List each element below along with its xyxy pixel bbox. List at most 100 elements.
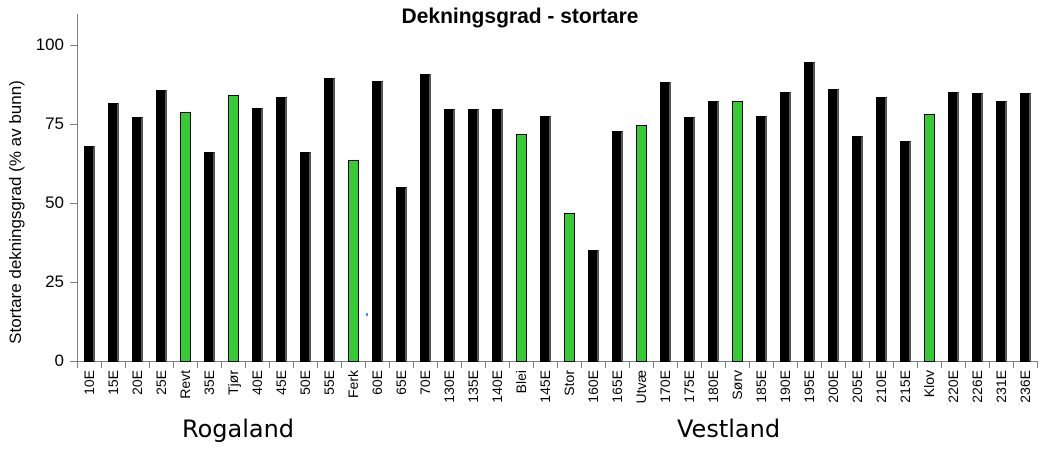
x-tick-label: 231E	[993, 370, 1009, 403]
bar-55e	[324, 78, 335, 362]
x-tick-label: 226E	[969, 370, 985, 403]
bar-45e	[276, 97, 287, 362]
x-tick-label: 195E	[801, 370, 817, 403]
x-tick	[77, 361, 78, 368]
bar-175e	[684, 117, 695, 362]
bar-130e	[444, 109, 455, 362]
bar-40e	[252, 108, 263, 362]
x-tick-label: 170E	[657, 370, 673, 403]
y-tick	[70, 282, 77, 283]
x-tick	[101, 361, 102, 368]
x-tick	[221, 361, 222, 368]
y-tick-label: 100	[35, 35, 64, 54]
y-tick	[70, 203, 77, 204]
x-tick	[317, 361, 318, 368]
x-tick	[773, 361, 774, 368]
x-tick-label: 60E	[369, 370, 385, 395]
y-tick-label: 50	[45, 193, 64, 212]
x-tick-label: 15E	[105, 370, 121, 395]
bar-tjør	[228, 95, 239, 362]
bar-klov	[924, 114, 935, 362]
x-tick-label: 50E	[297, 370, 313, 395]
bar-stor	[564, 213, 575, 362]
bar-sørv	[732, 101, 743, 362]
x-tick	[893, 361, 894, 368]
x-tick	[413, 361, 414, 368]
x-tick-label: 10E	[81, 370, 97, 395]
x-tick-label: 70E	[417, 370, 433, 395]
x-tick-label: 130E	[441, 370, 457, 403]
x-tick	[197, 361, 198, 368]
bar-35e	[204, 152, 215, 362]
x-tick-label: 220E	[945, 370, 961, 403]
x-tick	[581, 361, 582, 368]
y-tick-label: 25	[45, 272, 64, 291]
bar-190e	[780, 92, 791, 362]
x-tick	[269, 361, 270, 368]
x-tick	[149, 361, 150, 368]
x-tick-label: 55E	[321, 370, 337, 395]
x-tick	[869, 361, 870, 368]
bar-140e	[492, 109, 503, 362]
x-tick	[389, 361, 390, 368]
bar-70e	[420, 74, 431, 362]
x-tick	[533, 361, 534, 368]
x-tick	[341, 361, 342, 368]
y-tick-label: 0	[54, 351, 64, 370]
bar-15e	[108, 103, 119, 362]
bar-145e	[540, 116, 551, 362]
x-tick	[941, 361, 942, 368]
x-tick-label: 215E	[897, 370, 913, 403]
x-tick	[749, 361, 750, 368]
bar-50e	[300, 152, 311, 362]
x-tick	[245, 361, 246, 368]
x-tick	[557, 361, 558, 368]
x-tick	[125, 361, 126, 368]
bar-170e	[660, 82, 671, 362]
x-tick-label: Ferk	[345, 370, 361, 398]
x-tick	[965, 361, 966, 368]
x-tick	[1013, 361, 1014, 368]
bar-25e	[156, 90, 167, 362]
bar-revt	[180, 112, 191, 362]
x-tick	[677, 361, 678, 368]
y-tick	[70, 124, 77, 125]
x-tick-label: 65E	[393, 370, 409, 395]
x-tick	[989, 361, 990, 368]
bar-226e	[972, 93, 983, 362]
bar-blei	[516, 134, 527, 362]
x-tick	[821, 361, 822, 368]
x-tick-label: 135E	[465, 370, 481, 403]
bar-65e	[396, 187, 407, 362]
x-tick	[701, 361, 702, 368]
bar-200e	[828, 89, 839, 362]
stray-mark	[366, 313, 368, 316]
y-axis-label: Stortare dekningsgrad (% av bunn)	[6, 80, 25, 344]
bar-160e	[588, 250, 599, 362]
y-tick	[70, 45, 77, 46]
bar-utvæ	[636, 125, 647, 362]
x-tick-label: 145E	[537, 370, 553, 403]
bar-10e	[84, 146, 95, 362]
x-tick	[173, 361, 174, 368]
bar-ferk	[348, 160, 359, 362]
bar-135e	[468, 109, 479, 362]
x-tick-label: 140E	[489, 370, 505, 403]
bar-220e	[948, 92, 959, 362]
x-tick-label: 165E	[609, 370, 625, 403]
bar-180e	[708, 101, 719, 362]
bar-60e	[372, 81, 383, 362]
x-tick	[845, 361, 846, 368]
x-tick	[917, 361, 918, 368]
x-tick-label: 205E	[849, 370, 865, 403]
x-tick	[437, 361, 438, 368]
x-tick	[509, 361, 510, 368]
chart-title: Dekningsgrad - stortare	[401, 5, 639, 28]
x-tick	[293, 361, 294, 368]
x-tick	[461, 361, 462, 368]
x-tick-label: 200E	[825, 370, 841, 403]
x-tick-label: 210E	[873, 370, 889, 403]
x-tick-label: Stor	[561, 370, 577, 396]
bar-195e	[804, 62, 815, 362]
x-tick	[797, 361, 798, 368]
